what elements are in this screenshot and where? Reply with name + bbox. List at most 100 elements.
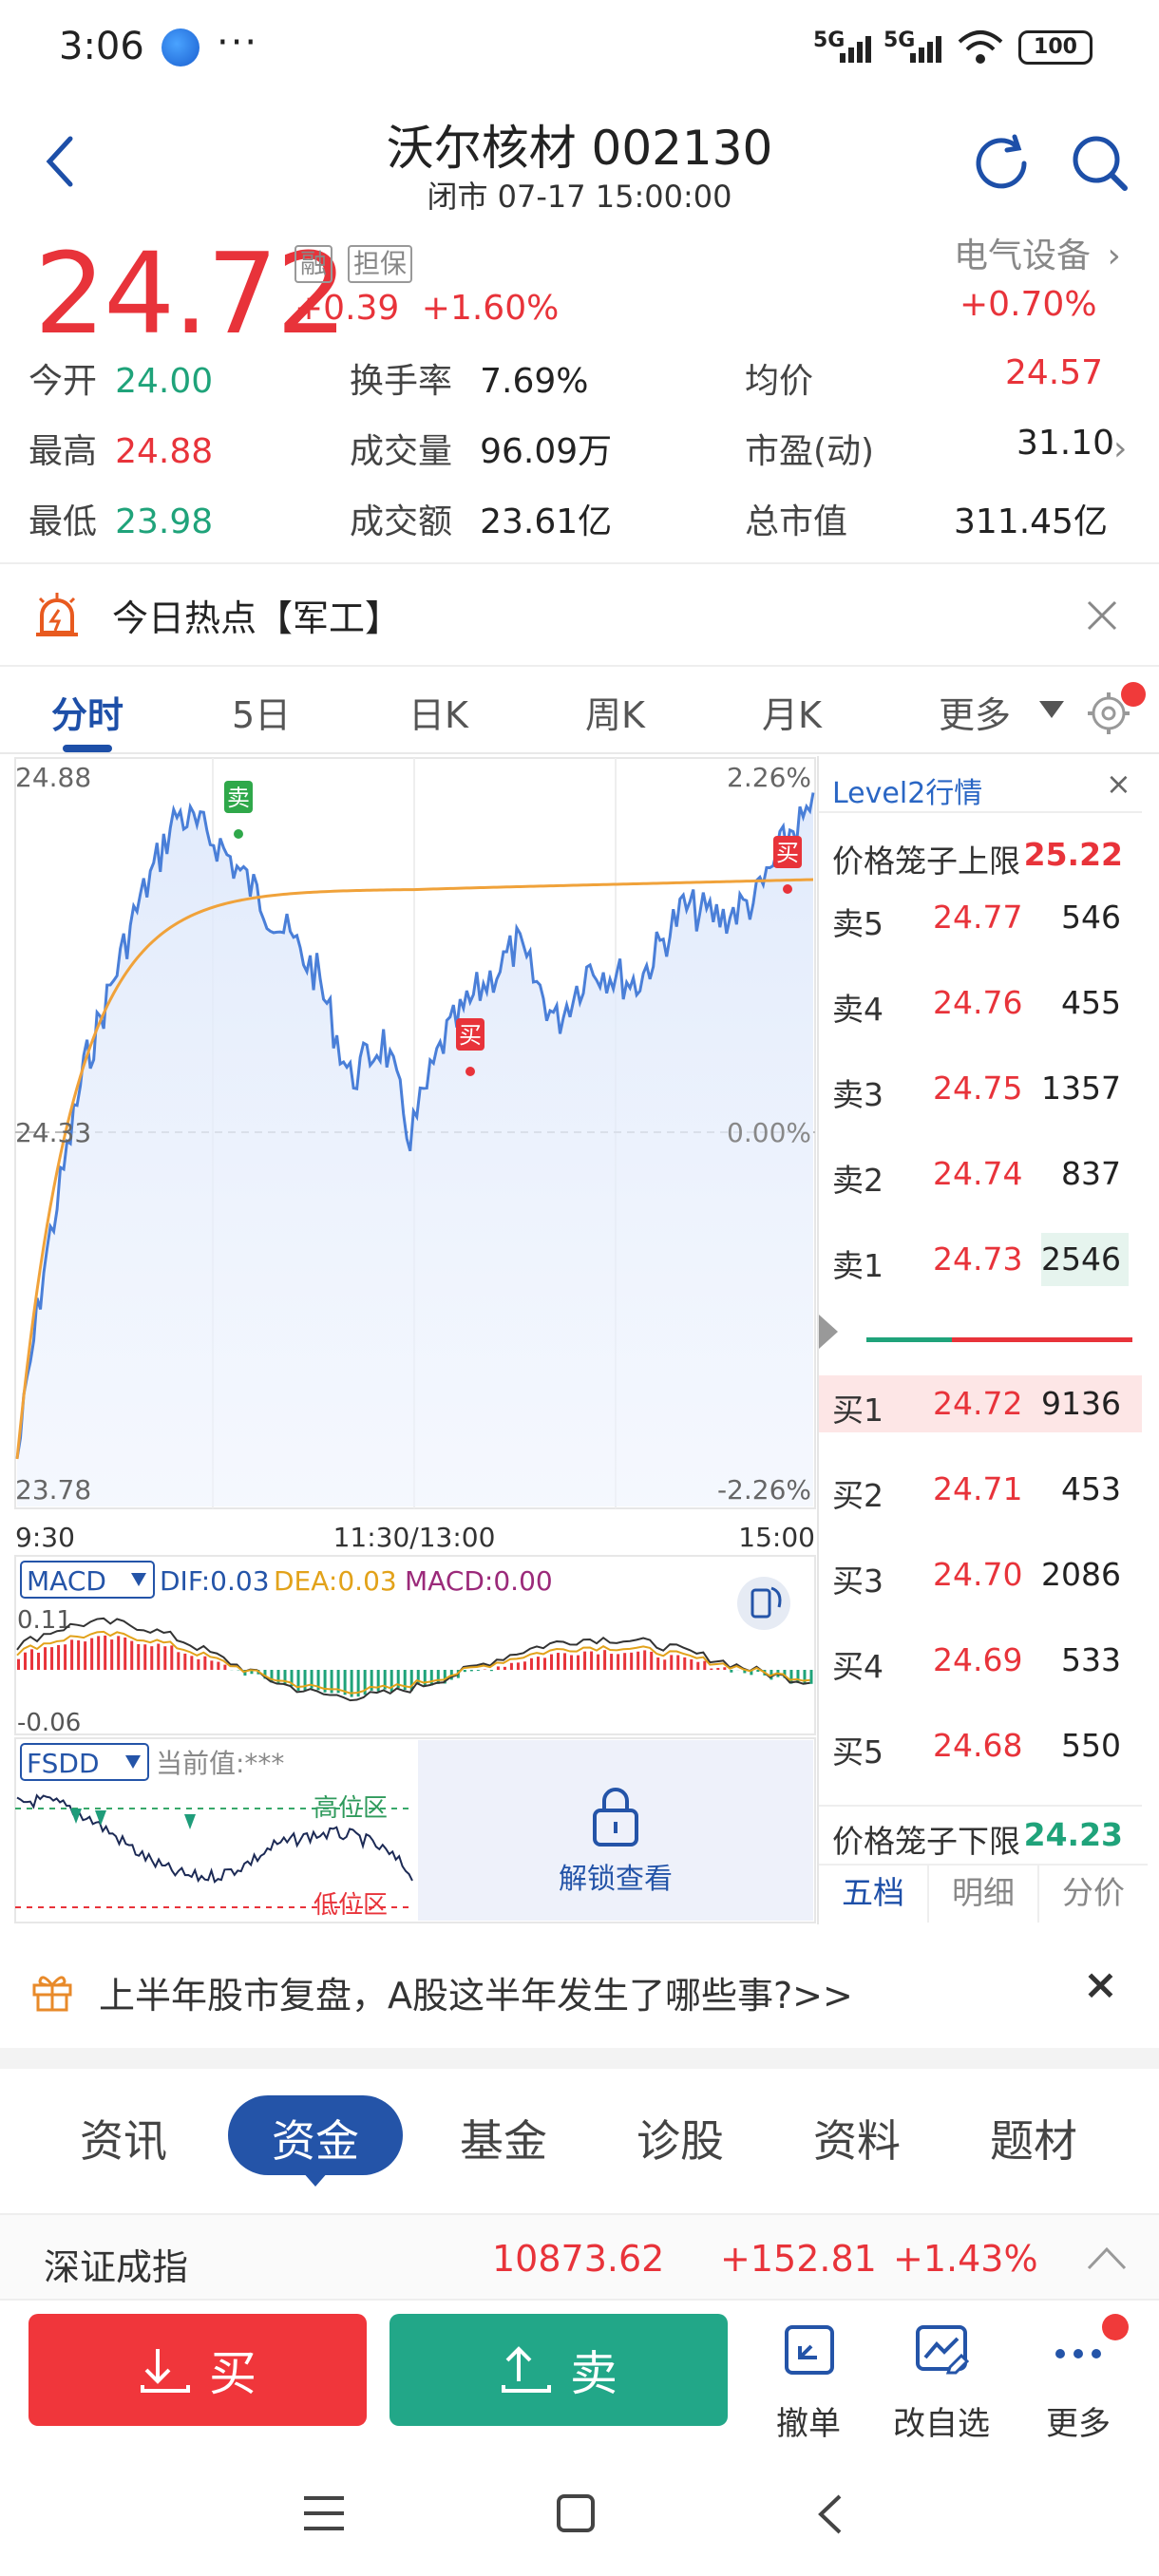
index-name: 深证成指: [44, 2246, 189, 2288]
macd-bar: [590, 1651, 594, 1670]
tab-profile[interactable]: 资料: [813, 2115, 901, 2167]
bid-row[interactable]: 买4 24.69 533: [819, 1632, 1142, 1689]
macd-bar: [436, 1670, 440, 1684]
macd-selector[interactable]: [20, 1561, 155, 1599]
index-ticker[interactable]: 深证成指 10873.62 +152.81 +1.43%: [0, 2213, 1159, 2301]
tab-price-dist[interactable]: 分价: [1062, 1874, 1125, 1911]
ask-row[interactable]: 卖4 24.76 455: [819, 975, 1142, 1032]
bid-row[interactable]: 买5 24.68 550: [819, 1717, 1142, 1774]
macd-bar: [743, 1670, 747, 1674]
cage-lower-label: 价格笼子下限: [832, 1823, 1020, 1860]
promo-banner[interactable]: 上半年股市复盘，A股这半年发生了哪些事?>> ×: [0, 1938, 1159, 2048]
level2-title[interactable]: Level2行情: [832, 777, 983, 810]
sector-link[interactable]: 电气设备 ›: [954, 228, 1121, 277]
bid-price: 24.71: [933, 1470, 1023, 1507]
search-icon[interactable]: [1068, 131, 1134, 198]
rotate-screen-button[interactable]: [737, 1577, 790, 1630]
tab-5day[interactable]: 5日: [232, 694, 292, 736]
tab-diagnosis[interactable]: 诊股: [636, 2115, 724, 2167]
tab-monthly-k[interactable]: 月K: [762, 694, 822, 736]
home-icon[interactable]: [555, 2492, 597, 2534]
tab-news[interactable]: 资讯: [80, 2115, 167, 2167]
chevron-up-icon[interactable]: [1085, 2244, 1129, 2272]
sell-signal-marker[interactable]: [224, 781, 253, 813]
change-pct: +1.60%: [421, 289, 560, 328]
tab-intraday[interactable]: 分时: [51, 694, 124, 736]
network-label-1: 5G: [813, 28, 846, 52]
stat-mktcap-value: 311.45亿: [954, 502, 1108, 541]
macd-bar: [503, 1666, 506, 1670]
rotate-screen-icon: [750, 1588, 771, 1619]
macd-bar: [803, 1670, 807, 1685]
average-price-line: [15, 878, 814, 1460]
tab-daily-k[interactable]: 日K: [408, 694, 468, 736]
tab-more[interactable]: 更多: [939, 694, 1012, 736]
buy-button[interactable]: 买: [28, 2314, 367, 2426]
buy-signal-dot-2: [783, 884, 792, 894]
macd-bar: [330, 1670, 333, 1694]
macd-bar: [396, 1670, 400, 1689]
macd-bar: [650, 1651, 654, 1670]
cancel-order-button[interactable]: 撤单: [756, 2314, 861, 2443]
close-icon[interactable]: ×: [1106, 766, 1131, 802]
stock-header: 沃尔核材 002130 闭市 07-17 15:00:00: [0, 95, 1159, 228]
chart-period-tabs: 分时 5日 日K 周K 月K 更多: [0, 669, 1159, 754]
dropdown-triangle-icon[interactable]: [1037, 697, 1066, 722]
banner-text: 上半年股市复盘，A股这半年发生了哪些事?>>: [99, 1975, 853, 2017]
price-high-label: 24.88: [15, 762, 91, 793]
bid-row[interactable]: 买3 24.70 2086: [819, 1546, 1142, 1603]
tab-weekly-k[interactable]: 周K: [585, 694, 645, 736]
pct-mid-label: 0.00%: [727, 1117, 811, 1148]
tab-funds[interactable]: 资金: [272, 2115, 359, 2167]
battery-icon: 100: [1018, 30, 1092, 65]
edit-watchlist-button[interactable]: 改自选: [889, 2314, 994, 2443]
close-icon[interactable]: ×: [1083, 1960, 1118, 2009]
ask-row[interactable]: 卖1 24.73 2546: [819, 1231, 1142, 1288]
tab-five-levels[interactable]: 五档: [819, 1866, 929, 1923]
macd-bar: [110, 1639, 114, 1670]
index-value: 10873.62: [492, 2238, 665, 2280]
macd-dea: DEA:0.03: [274, 1565, 397, 1597]
bid-row[interactable]: 买2 24.71 453: [819, 1461, 1142, 1518]
macd-bar: [542, 1657, 546, 1670]
macd-bar: [336, 1670, 340, 1694]
bid-row[interactable]: 买1 24.72 9136: [819, 1375, 1142, 1432]
refresh-icon[interactable]: [969, 131, 1036, 198]
macd-bar: [376, 1670, 380, 1692]
more-button[interactable]: 更多: [1026, 2314, 1130, 2443]
intraday-chart[interactable]: 卖 买 买 24.88 24.33 23.78 2.26% 0.00% -2.2…: [13, 756, 817, 1924]
macd-bar: [416, 1670, 420, 1685]
ask-row[interactable]: 卖5 24.77 546: [819, 889, 1142, 946]
macd-bar: [190, 1656, 194, 1670]
macd-bar: [750, 1670, 753, 1676]
fsdd-selector[interactable]: [20, 1743, 149, 1781]
sell-button[interactable]: 卖: [390, 2314, 728, 2426]
unlock-label: 解锁查看: [559, 1863, 673, 1896]
menu-icon[interactable]: [300, 2492, 348, 2534]
tab-themes[interactable]: 题材: [990, 2115, 1077, 2167]
ask-volume: 1357: [1041, 1070, 1121, 1107]
macd-bar: [809, 1670, 813, 1684]
buy-signal-marker-2[interactable]: [773, 836, 802, 868]
stat-pe[interactable]: 市盈(动): [745, 432, 875, 471]
macd-bar: [130, 1640, 134, 1670]
ask-row[interactable]: 卖3 24.75 1357: [819, 1060, 1142, 1117]
sell-signal-dot: [234, 829, 243, 839]
close-icon[interactable]: [1085, 598, 1119, 633]
status-time: 3:06: [59, 25, 144, 68]
buy-signal-marker[interactable]: [456, 1018, 484, 1051]
back-arrow-icon[interactable]: [42, 133, 80, 190]
macd-bar: [350, 1670, 353, 1697]
ask-row[interactable]: 卖2 24.74 837: [819, 1146, 1142, 1203]
macd-bar: [323, 1670, 327, 1693]
trade-action-bar: 买 卖 撤单 改自选 更多: [0, 2302, 1159, 2454]
ask-volume: 455: [1061, 984, 1121, 1021]
macd-bar: [730, 1670, 733, 1673]
tab-fund[interactable]: 基金: [460, 2115, 547, 2167]
tab-details[interactable]: 明细: [929, 1866, 1039, 1923]
hot-topic-bar[interactable]: 今日热点【军工】: [0, 562, 1159, 667]
macd-bar: [469, 1670, 473, 1672]
back-icon[interactable]: [813, 2491, 847, 2538]
settings-gear-icon[interactable]: [1085, 688, 1132, 735]
chevron-right-icon[interactable]: ›: [1113, 429, 1128, 468]
